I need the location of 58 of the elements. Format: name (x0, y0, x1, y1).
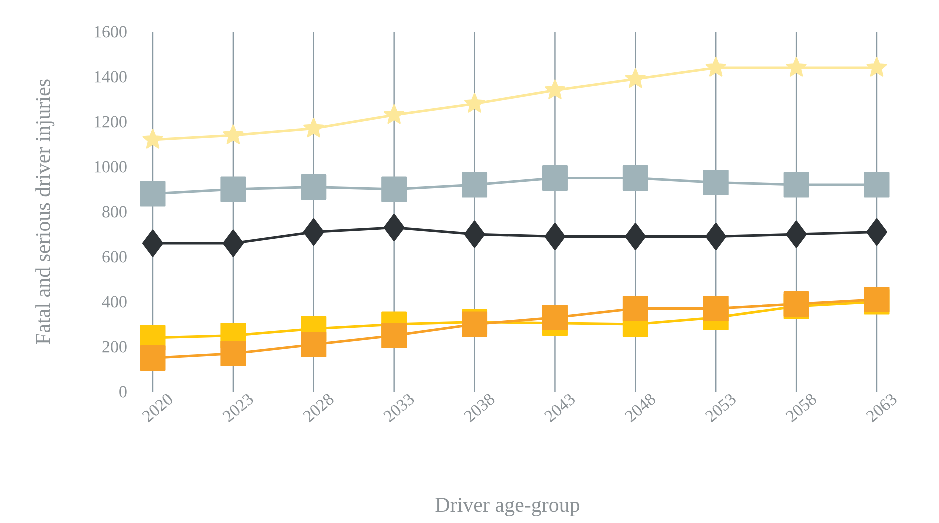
point (303, 218, 324, 246)
point (142, 129, 164, 149)
x-tick-label: 2023 (222, 394, 254, 423)
y-tick-label: 800 (102, 206, 127, 218)
y-tick-label: 1600 (94, 26, 127, 38)
point (544, 223, 566, 250)
point (140, 346, 166, 371)
point (544, 80, 566, 100)
x-tick-label: 2043 (544, 394, 575, 423)
point (625, 68, 646, 88)
point (625, 223, 646, 250)
y-tick-label: 1000 (94, 161, 127, 173)
point (786, 220, 808, 248)
point (384, 214, 405, 242)
point (542, 305, 568, 330)
point (866, 218, 888, 246)
x-tick-label: 2020 (142, 394, 172, 423)
point (301, 332, 327, 358)
x-tick-label: 2028 (303, 394, 334, 423)
point (382, 176, 408, 202)
point (382, 323, 408, 348)
point (462, 172, 488, 198)
y-tick-label: 400 (102, 296, 127, 308)
y-tick-label: 1400 (94, 71, 127, 83)
x-tick-label: 2053 (705, 394, 736, 423)
y-tick-label: 1200 (94, 116, 127, 128)
point (464, 93, 486, 113)
point (784, 172, 810, 198)
point (866, 57, 888, 77)
x-axis-title: Driver age-group (436, 498, 580, 516)
point (622, 296, 648, 322)
x-tick-label: 2033 (384, 394, 414, 423)
point (223, 124, 244, 144)
y-tick-label: 0 (120, 386, 127, 398)
point (786, 57, 807, 77)
x-tick-label: 2058 (786, 394, 816, 423)
y-axis-title: Fatal and serious driver injuries (36, 80, 55, 344)
point (464, 220, 486, 248)
point (222, 230, 244, 258)
x-tick-label: 2038 (464, 394, 495, 423)
point (706, 223, 727, 250)
point (706, 57, 726, 77)
point (142, 230, 164, 258)
point (864, 172, 890, 198)
x-tick-label: 2063 (866, 394, 897, 423)
point (220, 341, 246, 366)
point (220, 176, 246, 202)
point (703, 170, 729, 196)
point (384, 104, 405, 124)
point (304, 118, 324, 138)
point (703, 296, 729, 322)
point (542, 166, 568, 191)
y-tick-label: 600 (102, 251, 127, 263)
point (622, 166, 648, 191)
point (140, 181, 166, 207)
y-tick-label: 200 (102, 341, 127, 353)
point (301, 174, 327, 200)
x-tick-label: 2048 (624, 394, 656, 423)
